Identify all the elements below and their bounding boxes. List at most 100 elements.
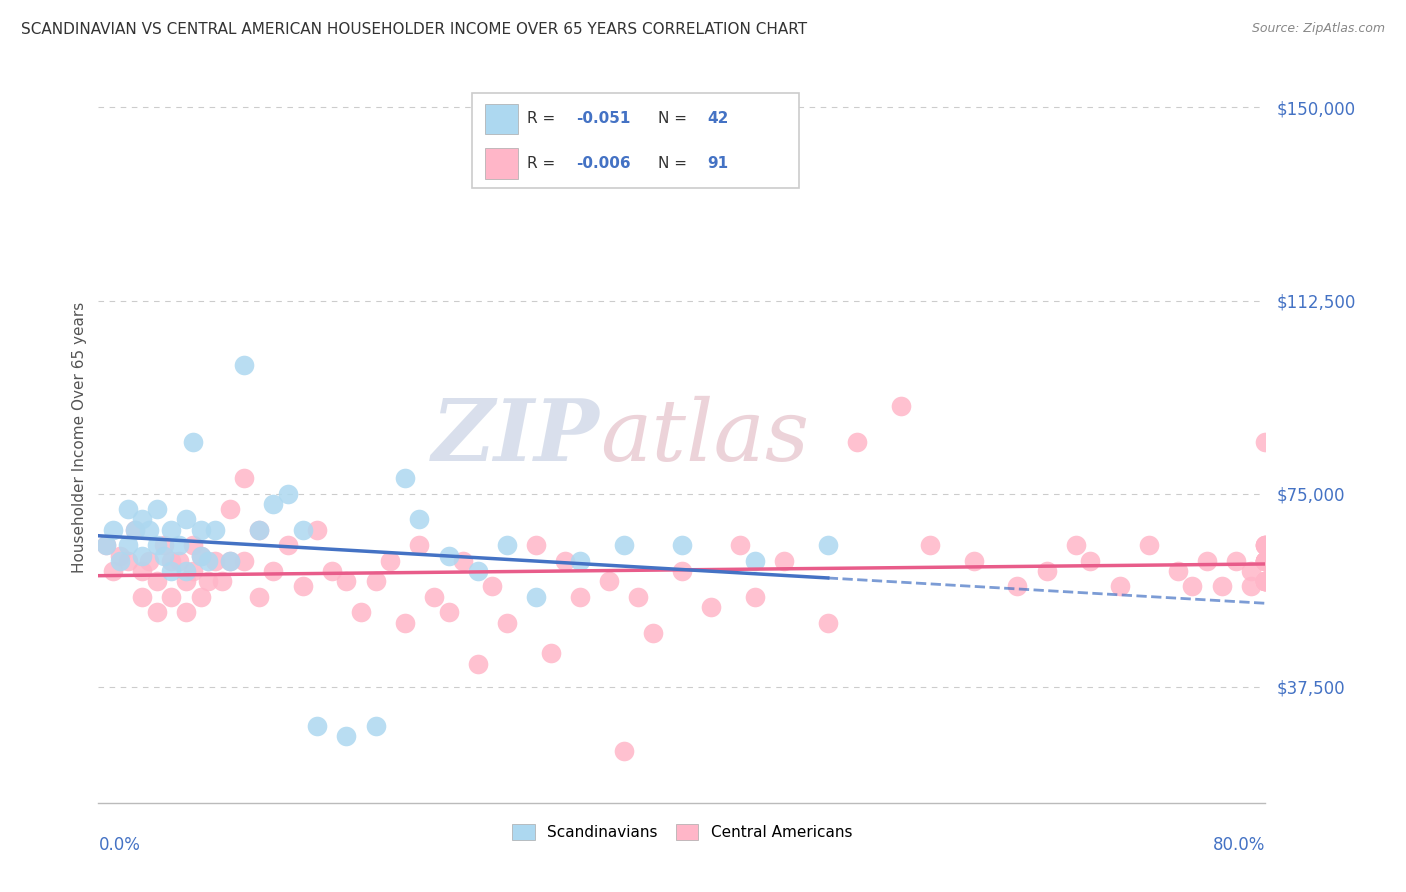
Point [146,502,169,516]
Point [190,549,212,563]
Point [181,564,204,578]
Point [380,554,402,568]
Point [131,549,153,563]
Point [335,729,357,743]
Point [641,625,664,640]
Point [277,538,299,552]
Point [146,538,169,552]
Point [846,435,869,450]
Text: SCANDINAVIAN VS CENTRAL AMERICAN HOUSEHOLDER INCOME OVER 65 YEARS CORRELATION CH: SCANDINAVIAN VS CENTRAL AMERICAN HOUSEHO… [21,22,807,37]
Point [233,471,256,485]
Point [1254,538,1277,552]
Point [364,574,387,589]
Point [890,399,912,413]
Point [1064,538,1087,552]
Point [321,564,343,578]
Point [1254,574,1277,589]
Point [335,574,357,589]
Point [394,471,416,485]
Text: Source: ZipAtlas.com: Source: ZipAtlas.com [1251,22,1385,36]
Point [110,549,132,563]
Point [451,554,474,568]
Point [218,554,240,568]
Legend: Scandinavians, Central Americans: Scandinavians, Central Americans [506,818,858,847]
Point [1137,538,1160,552]
Point [612,744,634,758]
Point [1254,574,1277,589]
Point [364,718,387,732]
Point [131,512,153,526]
Point [117,538,139,552]
Point [467,657,489,671]
Point [174,512,197,526]
Point [211,574,233,589]
Point [204,554,226,568]
Point [131,590,153,604]
Point [817,615,839,630]
Point [1007,579,1029,593]
Point [568,590,591,604]
Point [174,564,197,578]
Point [307,718,329,732]
Point [124,523,146,537]
Point [627,590,650,604]
Point [496,538,519,552]
Point [1254,554,1277,568]
Point [181,435,204,450]
Point [423,590,446,604]
Point [1254,435,1277,450]
Point [1240,579,1263,593]
Point [817,538,839,552]
Point [394,615,416,630]
Point [744,590,766,604]
Point [1254,554,1277,568]
Point [1254,554,1277,568]
Point [138,523,160,537]
Point [262,564,284,578]
Point [1254,554,1277,568]
Point [160,590,183,604]
Point [1080,554,1102,568]
Point [247,523,270,537]
Point [437,605,460,619]
Point [1181,579,1204,593]
Point [671,538,693,552]
Point [1254,574,1277,589]
Point [190,523,212,537]
Point [496,615,519,630]
Text: atlas: atlas [600,396,810,478]
Point [671,564,693,578]
Point [730,538,752,552]
Point [167,554,190,568]
Point [197,574,219,589]
Point [160,523,183,537]
Point [146,605,169,619]
Point [190,590,212,604]
Point [1254,538,1277,552]
Point [167,538,190,552]
Point [160,564,183,578]
Point [94,538,117,552]
Point [153,538,176,552]
Point [773,554,796,568]
Point [124,523,146,537]
Point [481,579,503,593]
Point [181,538,204,552]
Point [277,487,299,501]
Point [437,549,460,563]
Point [117,554,139,568]
Point [291,523,314,537]
Point [408,512,430,526]
Point [174,605,197,619]
Point [160,554,183,568]
Text: 0.0%: 0.0% [98,836,141,854]
Point [1240,564,1263,578]
Point [1195,554,1218,568]
Point [262,497,284,511]
Point [700,600,723,615]
Point [153,549,176,563]
Point [233,554,256,568]
Point [110,554,132,568]
Point [744,554,766,568]
Point [1254,574,1277,589]
